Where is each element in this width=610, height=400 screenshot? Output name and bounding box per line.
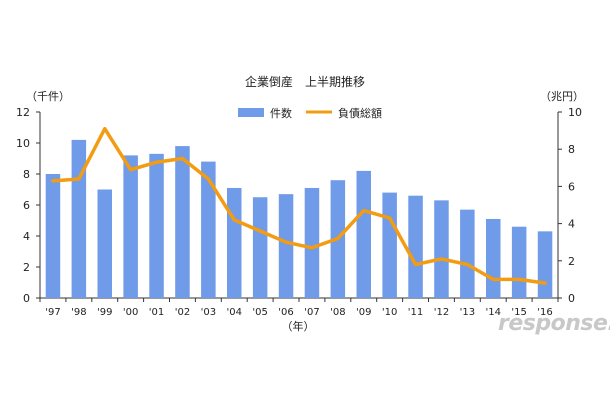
x-tick-label: '12 <box>434 307 449 318</box>
line-point <box>389 217 391 219</box>
x-tick-label: '07 <box>304 307 319 318</box>
left-tick-label: 12 <box>16 106 30 119</box>
left-axis-unit: （千件） <box>26 90 70 103</box>
left-tick-label: 4 <box>23 230 30 243</box>
x-tick-label: '16 <box>537 307 552 318</box>
bar <box>408 195 423 298</box>
right-tick-label: 2 <box>568 255 575 268</box>
bar <box>537 231 553 298</box>
bar <box>201 161 216 298</box>
bar <box>71 139 87 298</box>
line-point <box>285 241 287 243</box>
x-tick-label: '13 <box>460 307 475 318</box>
x-tick-label: '10 <box>382 307 397 318</box>
bar <box>45 174 61 298</box>
left-tick-label: 10 <box>16 137 30 150</box>
x-tick-label: '11 <box>408 307 423 318</box>
response-logo: response. <box>498 311 610 336</box>
line-point <box>544 282 546 284</box>
bar <box>460 209 475 298</box>
bar <box>97 189 113 298</box>
line-point <box>311 247 313 249</box>
legend-bar-swatch <box>238 108 264 117</box>
bar <box>123 155 138 298</box>
x-tick-label: '99 <box>97 307 112 318</box>
x-tick-label: '01 <box>149 307 164 318</box>
right-tick-label: 6 <box>568 180 575 193</box>
bar <box>356 170 372 298</box>
legend: 件数 負債総額 <box>238 106 382 120</box>
bar <box>382 192 397 298</box>
bar <box>252 197 268 298</box>
left-tick-label: 0 <box>23 292 30 305</box>
bar <box>511 226 527 298</box>
right-axis-ticks: 0 2 4 6 8 10 <box>558 106 582 305</box>
line-point <box>440 258 442 260</box>
left-tick-label: 2 <box>23 261 30 274</box>
watermark-text: response. <box>498 311 610 336</box>
debt-line <box>51 126 547 285</box>
x-tick-label: '06 <box>278 307 293 318</box>
line-point <box>181 158 183 159</box>
line-point <box>207 178 209 180</box>
bar <box>226 187 242 298</box>
x-tick-label: '98 <box>71 307 86 318</box>
x-tick-label: '00 <box>123 307 138 318</box>
line-point <box>233 219 235 221</box>
line-point <box>415 264 417 266</box>
line-point <box>259 230 261 232</box>
x-tick-label: '97 <box>45 307 60 318</box>
x-axis-ticks: '97 '98 '99 '00 '01 '02 '03 '04 '05 '06 '07 '08 '09 '… <box>39 298 559 318</box>
line-point <box>130 169 132 171</box>
x-tick-label: '03 <box>201 307 216 318</box>
line-point <box>337 237 339 239</box>
bar-series <box>45 139 553 298</box>
x-tick-label: '14 <box>486 307 501 318</box>
right-tick-label: 8 <box>568 143 575 156</box>
x-tick-label: '08 <box>330 307 345 318</box>
left-tick-label: 8 <box>23 168 30 181</box>
bar <box>175 146 190 298</box>
legend-label-debt: 負債総額 <box>338 106 382 120</box>
right-axis-unit: （兆円） <box>540 90 584 103</box>
right-tick-label: 0 <box>568 292 575 305</box>
line-point <box>492 278 494 280</box>
x-axis-unit: （年） <box>282 319 315 333</box>
x-tick-label: '02 <box>175 307 190 318</box>
left-tick-label: 6 <box>23 199 30 212</box>
line-point <box>156 161 158 163</box>
line-point <box>518 278 520 280</box>
line-point <box>466 264 468 266</box>
bar <box>434 200 449 298</box>
line-point <box>363 210 365 212</box>
x-tick-label: '05 <box>252 307 267 318</box>
line-point <box>78 178 80 180</box>
right-tick-label: 4 <box>568 218 575 231</box>
line-point <box>52 180 54 182</box>
bar <box>485 218 501 298</box>
x-tick-label: '09 <box>356 307 371 318</box>
x-tick-label: '15 <box>511 307 526 318</box>
right-tick-label: 10 <box>568 106 582 119</box>
bar <box>304 187 320 298</box>
x-tick-label: '04 <box>227 307 242 318</box>
left-axis-ticks: 0 2 4 6 8 10 12 <box>16 106 40 305</box>
bar <box>278 194 294 298</box>
line-series <box>51 126 547 285</box>
bar <box>149 153 164 298</box>
chart-title: 企業倒産 上半期推移 <box>245 74 365 89</box>
line-point <box>104 128 106 130</box>
legend-label-count: 件数 <box>270 107 292 120</box>
